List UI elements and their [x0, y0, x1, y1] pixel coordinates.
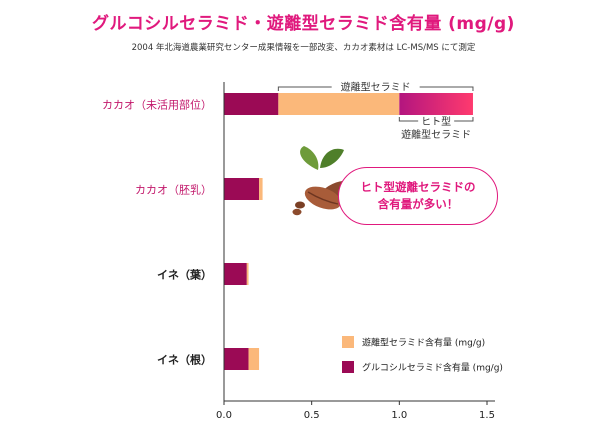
- chart-title: グルコシルセラミド・遊離型セラミド含有量 (mg/g): [92, 14, 515, 34]
- callout-bubble: ヒト型遊離セラミドの 含有量が多い！: [338, 167, 498, 225]
- x-tick-label: 0.0: [216, 410, 232, 421]
- cocoa-leaf-right: [320, 148, 344, 168]
- callout-line-1: ヒト型遊離セラミドの: [360, 180, 476, 194]
- bar-segment: [224, 93, 279, 115]
- category-label: イネ（根）: [157, 353, 212, 367]
- cocoa-pod-crease: [307, 191, 339, 205]
- legend-label: 遊離型セラミド含有量 (mg/g): [362, 337, 485, 349]
- bracket-bottom-label: 遊離型セラミド: [401, 128, 471, 141]
- x-tick-label: 1.0: [391, 410, 407, 421]
- legend-swatch: [342, 336, 354, 348]
- category-label: カカオ（未活用部位）: [102, 98, 212, 112]
- bracket-bottom-label: ヒト型: [421, 115, 451, 128]
- x-tick-label: 0.5: [304, 410, 320, 421]
- chart-subtitle: 2004 年北海道農業研究センター成果情報を一部改変、カカオ素材は LC-MS/…: [131, 43, 476, 53]
- bar-segment: [224, 178, 260, 200]
- bar-segment: [246, 263, 249, 285]
- bracket-top-label: 遊離型セラミド: [341, 81, 411, 94]
- category-label: カカオ（胚乳）: [135, 184, 212, 197]
- cocoa-bean: [295, 201, 305, 209]
- bracket-label-bg: [331, 80, 420, 93]
- bar-segment: [224, 263, 247, 285]
- cocoa-pod-front: [304, 186, 342, 210]
- x-tick-label: 1.5: [479, 410, 495, 421]
- legend-label: グルコシルセラミド含有量 (mg/g): [362, 362, 503, 374]
- legend-swatch: [342, 361, 354, 373]
- category-label: イネ（葉）: [157, 268, 212, 282]
- bar-segment: [248, 348, 260, 370]
- cocoa-leaf-left: [300, 146, 319, 170]
- bar-segment: [399, 93, 473, 115]
- cocoa-bean: [292, 208, 302, 216]
- bar-segment: [224, 348, 249, 370]
- bracket-label-bg: [418, 116, 455, 126]
- bar-segment: [278, 93, 400, 115]
- bar-segment: [259, 178, 263, 200]
- callout-line-2: 含有量が多い！: [377, 197, 459, 211]
